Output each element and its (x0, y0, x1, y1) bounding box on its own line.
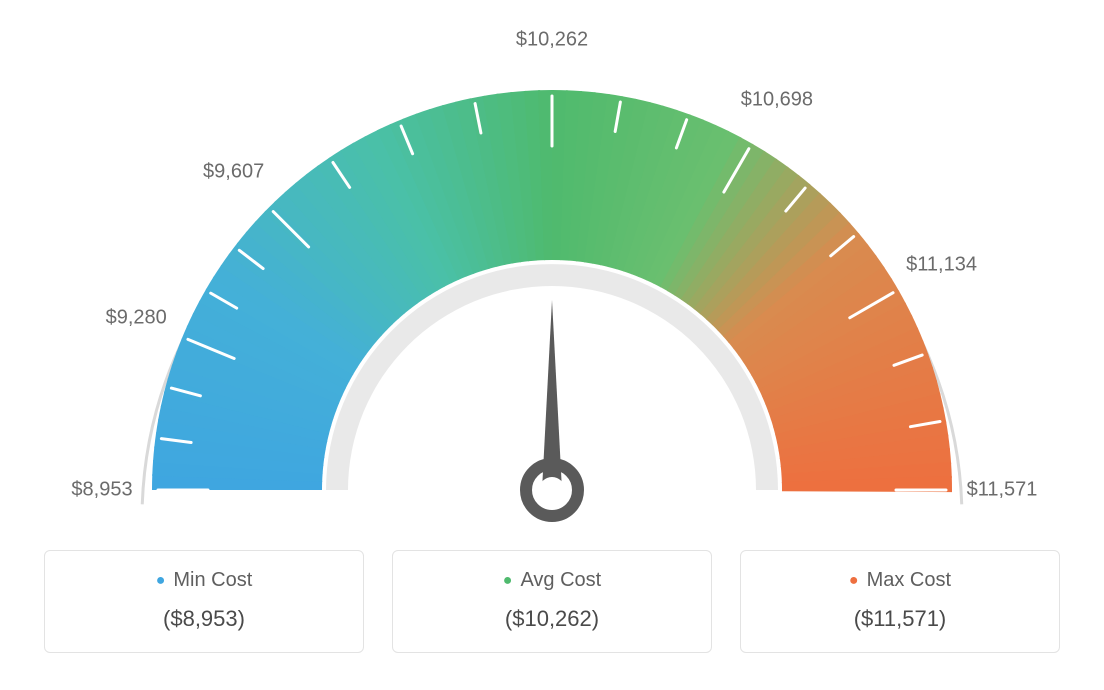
gauge-tick-label: $10,262 (516, 29, 588, 52)
legend-card-max: Max Cost ($11,571) (740, 550, 1060, 653)
gauge-tick-label: $9,280 (106, 306, 167, 329)
legend-title-min: Min Cost (55, 569, 353, 592)
legend-value-max: ($11,571) (751, 606, 1049, 632)
legend-card-min: Min Cost ($8,953) (44, 550, 364, 653)
gauge-chart: $8,953 $9,280 $9,607 $10,262 $10,698 $11,134 $… (20, 20, 1084, 540)
legend-title-max: Max Cost (751, 569, 1049, 592)
legend-row: Min Cost ($8,953) Avg Cost ($10,262) Max… (20, 550, 1084, 653)
gauge-tick-label: $10,698 (741, 89, 813, 112)
legend-card-avg: Avg Cost ($10,262) (392, 550, 712, 653)
gauge-svg (20, 20, 1084, 540)
gauge-tick-label: $8,953 (71, 479, 132, 502)
gauge-tick-label: $11,134 (906, 253, 977, 276)
legend-title-avg: Avg Cost (403, 569, 701, 592)
gauge-tick-label: $9,607 (203, 160, 264, 183)
gauge-tick-label: $11,571 (967, 479, 1038, 502)
legend-value-avg: ($10,262) (403, 606, 701, 632)
legend-value-min: ($8,953) (55, 606, 353, 632)
